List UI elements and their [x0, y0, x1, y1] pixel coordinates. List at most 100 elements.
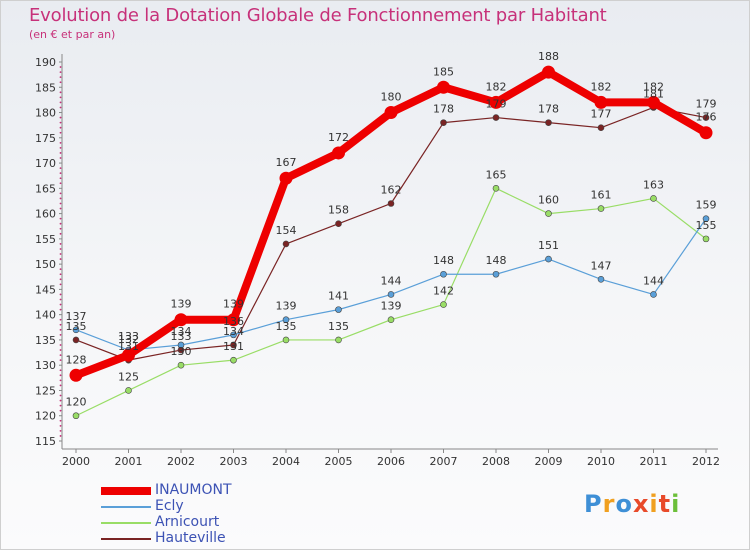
- y-tick-label: 130: [35, 359, 56, 372]
- x-tick-label: 2004: [272, 455, 300, 468]
- y-tick-label: 120: [35, 410, 56, 423]
- data-label: 139: [171, 298, 192, 311]
- data-point: [440, 119, 447, 126]
- data-point: [177, 361, 185, 369]
- data-label: 162: [381, 183, 402, 196]
- data-label: 135: [66, 320, 87, 333]
- data-label: 142: [433, 285, 454, 298]
- data-label: 141: [328, 290, 349, 303]
- y-minor-dot: [59, 379, 62, 382]
- y-minor-dot: [59, 76, 62, 79]
- x-tick-label: 2005: [325, 455, 353, 468]
- y-minor-dot: [59, 424, 62, 427]
- data-point: [702, 114, 710, 121]
- y-tick-label: 155: [35, 233, 56, 246]
- data-point: [282, 240, 290, 248]
- data-label: 135: [276, 320, 297, 333]
- y-minor-dot: [59, 253, 62, 255]
- y-minor-dot: [59, 258, 62, 260]
- y-minor-dot: [59, 344, 62, 346]
- y-tick-label: 190: [35, 56, 56, 69]
- data-label: 148: [433, 254, 454, 267]
- data-point: [387, 316, 395, 324]
- chart-title: Evolution de la Dotation Globale de Fonc…: [29, 5, 607, 26]
- chart-subtitle: (en € et par an): [29, 28, 116, 41]
- y-minor-dot: [59, 419, 62, 422]
- y-minor-dot: [59, 207, 62, 210]
- y-minor-dot: [59, 243, 62, 245]
- data-label: 144: [381, 274, 402, 287]
- y-tick-label: 145: [35, 283, 56, 296]
- data-label: 172: [328, 131, 349, 144]
- data-point: [174, 313, 188, 327]
- y-minor-dot: [59, 323, 62, 326]
- data-point: [702, 215, 710, 222]
- data-label: 137: [66, 310, 87, 323]
- x-tick-label: 2001: [115, 455, 143, 468]
- y-minor-dot: [59, 409, 62, 412]
- data-point: [542, 65, 555, 79]
- data-point: [177, 341, 185, 349]
- y-minor-dot: [59, 333, 62, 336]
- x-tick-label: 2000: [62, 455, 90, 468]
- data-label: 133: [171, 330, 192, 343]
- legend-label: Hauteville: [155, 530, 226, 546]
- data-point: [384, 106, 398, 120]
- data-label: 139: [381, 300, 402, 313]
- legend-swatch: [101, 487, 151, 495]
- y-minor-dot: [59, 182, 62, 185]
- y-minor-dot: [59, 435, 62, 437]
- y-tick-label: 165: [35, 182, 56, 195]
- legend-swatch: [101, 506, 151, 508]
- y-minor-dot: [59, 81, 62, 84]
- data-point: [72, 336, 80, 344]
- data-label: 135: [328, 320, 349, 333]
- x-tick-label: 2006: [377, 455, 405, 468]
- data-label: 177: [591, 108, 612, 121]
- data-point: [545, 255, 552, 263]
- y-minor-dot: [59, 192, 62, 195]
- data-point: [440, 270, 447, 278]
- data-point: [335, 336, 342, 344]
- data-label: 178: [433, 103, 454, 116]
- y-minor-dot: [59, 369, 62, 372]
- data-label: 131: [223, 340, 244, 353]
- y-tick-label: 170: [35, 157, 56, 170]
- data-label: 147: [591, 259, 612, 272]
- data-point: [492, 114, 500, 121]
- data-label: 130: [171, 345, 192, 358]
- y-minor-dot: [59, 71, 62, 74]
- y-minor-dot: [59, 147, 62, 149]
- data-label: 179: [486, 98, 507, 111]
- y-minor-dot: [59, 354, 62, 356]
- y-minor-dot: [59, 116, 62, 119]
- y-minor-dot: [59, 303, 62, 306]
- legend-swatch: [101, 538, 151, 540]
- x-tick-label: 2011: [640, 455, 668, 468]
- data-label: 167: [276, 156, 297, 169]
- data-point: [282, 316, 290, 324]
- y-minor-dot: [59, 394, 62, 397]
- data-point: [69, 368, 83, 382]
- proxiti-logo: Proxiti: [584, 490, 681, 518]
- x-tick-label: 2008: [482, 455, 510, 468]
- y-minor-dot: [59, 167, 62, 170]
- data-point: [440, 301, 447, 308]
- data-point: [279, 171, 293, 185]
- data-label: 159: [696, 199, 717, 212]
- legend-label: INAUMONT: [155, 482, 232, 498]
- data-label: 165: [486, 168, 507, 181]
- y-minor-dot: [59, 318, 62, 321]
- y-minor-dot: [59, 177, 62, 180]
- data-label: 139: [223, 298, 244, 311]
- y-tick-label: 180: [35, 107, 56, 120]
- y-minor-dot: [59, 131, 62, 134]
- data-label: 161: [591, 189, 612, 202]
- data-point: [650, 291, 657, 298]
- y-minor-dot: [59, 283, 62, 286]
- data-point: [597, 205, 605, 212]
- y-minor-dot: [59, 293, 62, 296]
- y-minor-dot: [59, 429, 62, 432]
- y-tick-label: 125: [35, 384, 56, 397]
- data-point: [650, 195, 657, 202]
